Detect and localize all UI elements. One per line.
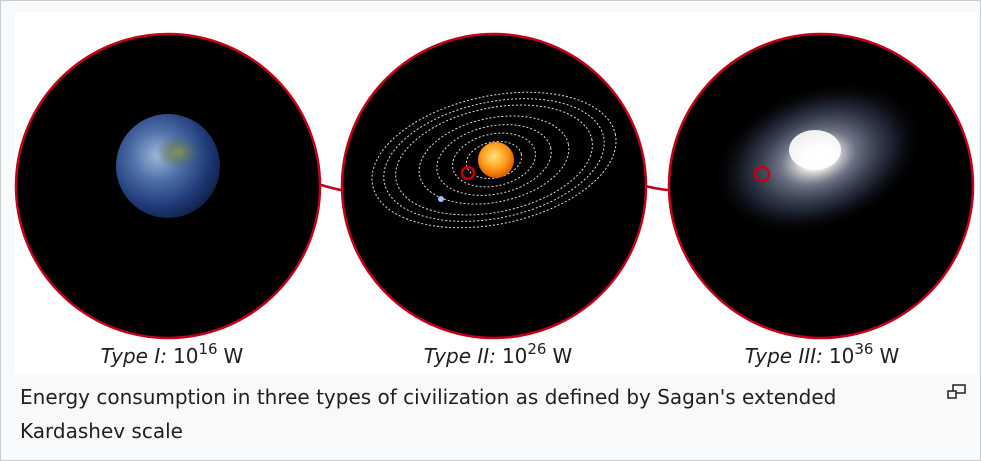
enlarge-icon[interactable] <box>947 384 967 400</box>
label-base: 10 <box>829 344 854 368</box>
orbits <box>371 91 617 229</box>
label-base: 10 <box>173 344 198 368</box>
label-exponent: 26 <box>527 340 546 358</box>
label-unit: W <box>224 344 244 368</box>
type-label: Type II: 1026 W <box>424 340 573 368</box>
highlight-ring <box>460 165 476 181</box>
label-type: Type I: <box>101 344 167 368</box>
label-exponent: 16 <box>198 340 217 358</box>
label-unit: W <box>879 344 899 368</box>
type-label: Type I: 1016 W <box>101 340 244 368</box>
sun <box>478 142 514 178</box>
highlight-ring <box>753 165 771 183</box>
label-type: Type II: <box>424 344 496 368</box>
type-2-circle <box>340 32 648 340</box>
galaxy-core <box>789 130 841 170</box>
label-exponent: 36 <box>854 340 873 358</box>
label-unit: W <box>552 344 572 368</box>
earth-land <box>156 136 200 168</box>
type-label: Type III: 1036 W <box>745 340 900 368</box>
planet <box>438 196 444 202</box>
label-type: Type III: <box>745 344 823 368</box>
caption: Energy consumption in three types of civ… <box>20 385 837 443</box>
label-base: 10 <box>502 344 527 368</box>
